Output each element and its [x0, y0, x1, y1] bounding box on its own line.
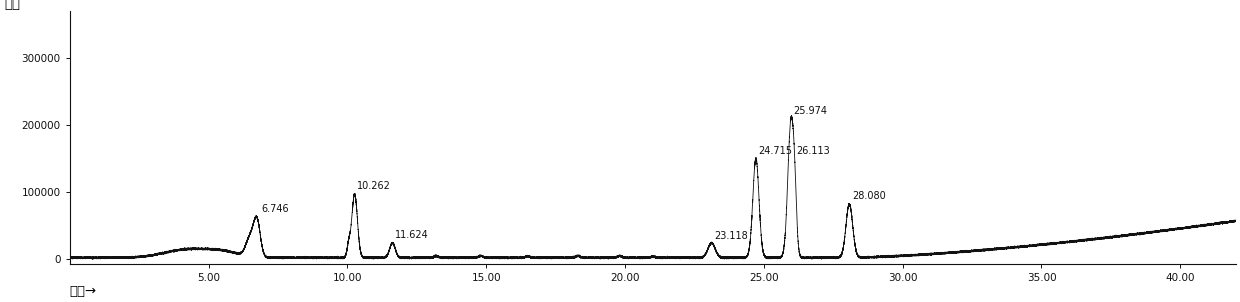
Text: 10.262: 10.262: [357, 181, 392, 191]
Text: 11.624: 11.624: [396, 230, 429, 240]
Text: 26.113: 26.113: [796, 146, 830, 156]
X-axis label: 时间→: 时间→: [69, 285, 97, 298]
Text: 6.746: 6.746: [262, 204, 289, 214]
Text: 24.715: 24.715: [759, 146, 792, 156]
Y-axis label: 丰度: 丰度: [4, 0, 20, 11]
Text: 25.974: 25.974: [794, 106, 827, 116]
Text: 23.118: 23.118: [714, 231, 748, 241]
Text: 28.080: 28.080: [852, 191, 885, 201]
